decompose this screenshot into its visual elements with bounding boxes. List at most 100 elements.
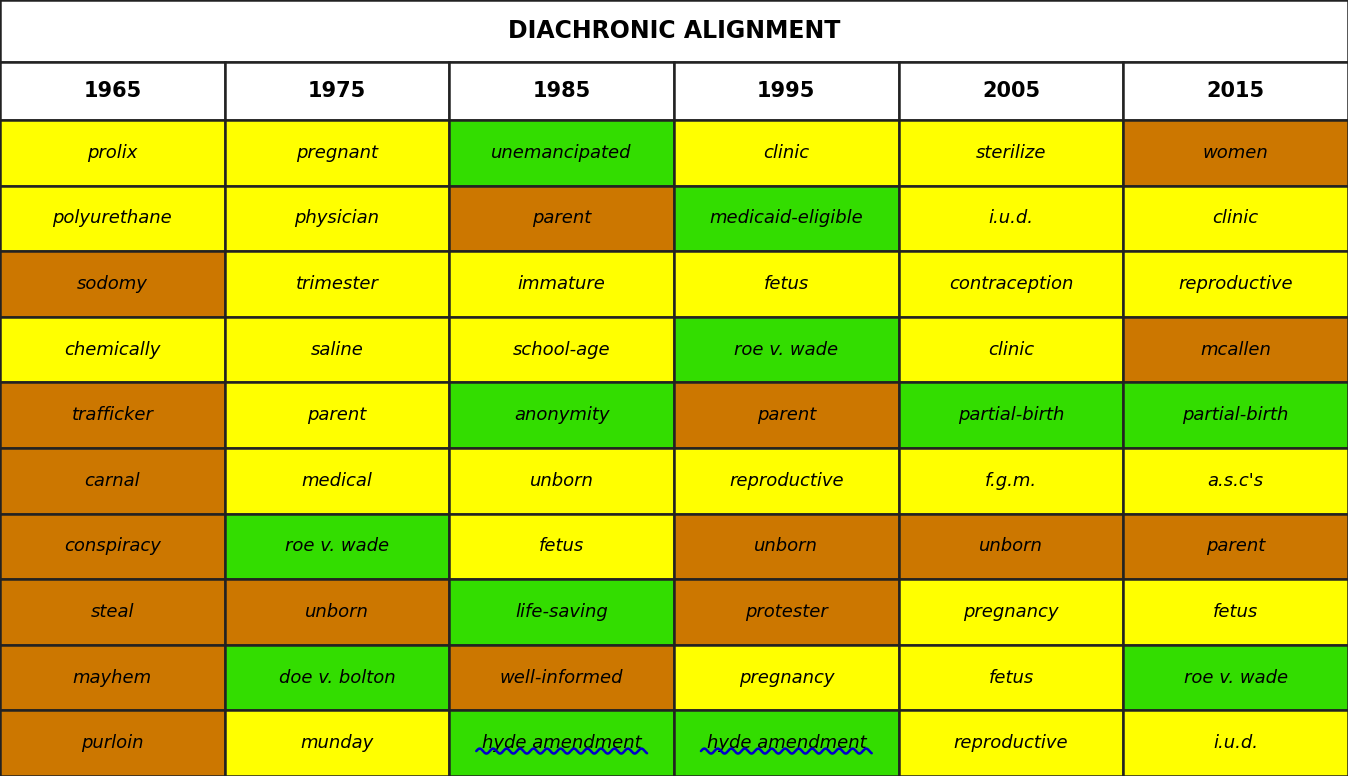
Text: a.s.c's: a.s.c's <box>1208 472 1263 490</box>
Text: saline: saline <box>310 341 364 359</box>
Bar <box>0 645 225 710</box>
Text: 1965: 1965 <box>84 81 142 101</box>
Text: trafficker: trafficker <box>71 406 154 424</box>
Bar <box>674 251 899 317</box>
Bar <box>1123 448 1348 514</box>
Bar <box>0 514 225 579</box>
Bar <box>1123 120 1348 185</box>
Text: i.u.d.: i.u.d. <box>1213 734 1258 752</box>
Bar <box>0 185 225 251</box>
Bar <box>674 645 899 710</box>
Bar <box>225 120 449 185</box>
Bar <box>899 579 1123 645</box>
Bar <box>225 710 449 776</box>
Bar <box>674 514 899 579</box>
Text: sodomy: sodomy <box>77 275 148 293</box>
Text: 1985: 1985 <box>532 81 590 101</box>
Text: anonymity: anonymity <box>514 406 609 424</box>
Bar <box>0 251 225 317</box>
Bar <box>674 185 899 251</box>
Bar <box>225 645 449 710</box>
Text: clinic: clinic <box>1213 210 1259 227</box>
Bar <box>225 579 449 645</box>
Bar <box>0 579 225 645</box>
Bar <box>1123 514 1348 579</box>
Bar <box>674 448 899 514</box>
Bar <box>674 710 899 776</box>
Bar <box>449 383 674 448</box>
Bar <box>1123 317 1348 383</box>
Text: trimester: trimester <box>295 275 379 293</box>
Bar <box>899 251 1123 317</box>
Text: unborn: unborn <box>305 603 369 621</box>
Bar <box>899 514 1123 579</box>
Text: pregnancy: pregnancy <box>964 603 1058 621</box>
Text: parent: parent <box>532 210 592 227</box>
Text: conspiracy: conspiracy <box>63 538 160 556</box>
Bar <box>225 317 449 383</box>
Text: munday: munday <box>301 734 373 752</box>
Text: unborn: unborn <box>979 538 1043 556</box>
Text: school-age: school-age <box>512 341 611 359</box>
Text: pregnancy: pregnancy <box>739 669 834 687</box>
Text: medicaid-eligible: medicaid-eligible <box>709 210 863 227</box>
Bar <box>449 448 674 514</box>
Text: 2005: 2005 <box>981 81 1041 101</box>
Text: hyde amendment: hyde amendment <box>481 734 642 752</box>
Text: protester: protester <box>745 603 828 621</box>
Text: i.u.d.: i.u.d. <box>988 210 1034 227</box>
Text: unborn: unborn <box>755 538 818 556</box>
Bar <box>225 383 449 448</box>
Bar <box>449 579 674 645</box>
Bar <box>0 383 225 448</box>
Text: women: women <box>1202 144 1268 162</box>
Text: chemically: chemically <box>65 341 160 359</box>
Text: clinic: clinic <box>988 341 1034 359</box>
Text: mcallen: mcallen <box>1200 341 1271 359</box>
Text: physician: physician <box>294 210 380 227</box>
Text: 1995: 1995 <box>758 81 816 101</box>
Text: steal: steal <box>90 603 133 621</box>
Bar <box>0 120 225 185</box>
Bar <box>899 645 1123 710</box>
Bar <box>1123 185 1348 251</box>
Text: roe v. wade: roe v. wade <box>284 538 390 556</box>
Text: unemancipated: unemancipated <box>492 144 632 162</box>
Bar <box>0 62 225 120</box>
Text: 1975: 1975 <box>307 81 367 101</box>
Bar <box>0 448 225 514</box>
Text: reproductive: reproductive <box>953 734 1069 752</box>
Bar <box>449 62 674 120</box>
Bar <box>449 514 674 579</box>
Bar <box>449 185 674 251</box>
Bar <box>1123 62 1348 120</box>
Text: reproductive: reproductive <box>1178 275 1293 293</box>
Text: fetus: fetus <box>764 275 809 293</box>
Bar <box>899 317 1123 383</box>
Text: parent: parent <box>307 406 367 424</box>
Bar <box>1123 710 1348 776</box>
Bar <box>225 448 449 514</box>
Text: purloin: purloin <box>81 734 144 752</box>
Bar <box>899 710 1123 776</box>
Bar <box>1123 251 1348 317</box>
Text: parent: parent <box>1206 538 1266 556</box>
Text: carnal: carnal <box>85 472 140 490</box>
Text: immature: immature <box>518 275 605 293</box>
Bar <box>0 317 225 383</box>
Text: hyde amendment: hyde amendment <box>706 734 867 752</box>
Text: parent: parent <box>756 406 816 424</box>
Bar <box>674 579 899 645</box>
Text: sterilize: sterilize <box>976 144 1046 162</box>
Text: mayhem: mayhem <box>73 669 152 687</box>
Bar <box>674 62 899 120</box>
Text: well-informed: well-informed <box>500 669 623 687</box>
Bar <box>0 0 1348 62</box>
Text: fetus: fetus <box>539 538 584 556</box>
Text: fetus: fetus <box>988 669 1034 687</box>
Text: prolix: prolix <box>88 144 137 162</box>
Text: f.g.m.: f.g.m. <box>985 472 1037 490</box>
Bar <box>449 710 674 776</box>
Bar <box>899 448 1123 514</box>
Text: polyurethane: polyurethane <box>53 210 173 227</box>
